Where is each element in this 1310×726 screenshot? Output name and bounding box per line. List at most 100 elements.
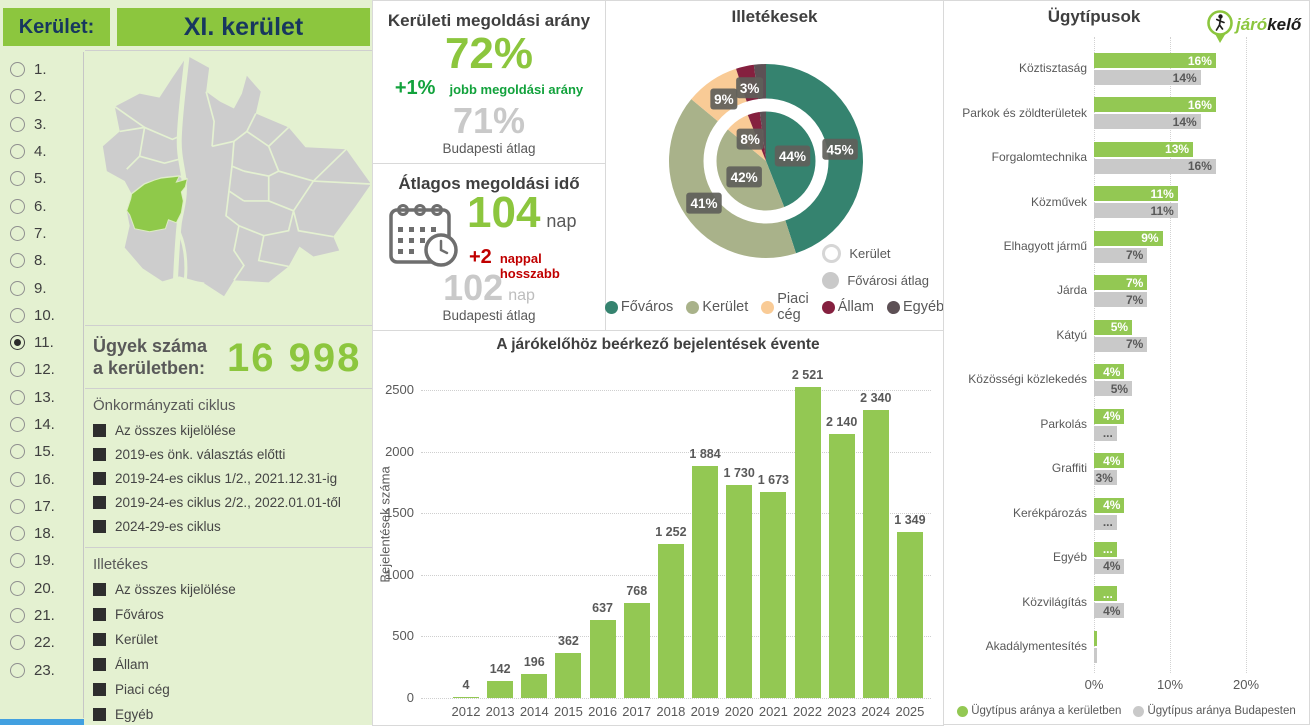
district-xi-shape[interactable] [126,175,188,233]
radio-icon[interactable] [10,171,25,187]
district-radio-3[interactable]: 3. [0,111,83,138]
district-bar-Közművek[interactable]: 11% [1094,186,1178,202]
radio-icon[interactable] [10,444,25,460]
donut-slice-kerulet-Kerület[interactable] [669,99,796,258]
responsible-option-5[interactable]: Egyéb [93,707,366,722]
budapest-bar-Parkolás[interactable]: ... [1094,425,1117,441]
radio-icon[interactable] [10,635,25,651]
year-bar-2016[interactable] [589,619,616,698]
cycle-option-4[interactable]: 2024-29-es ciklus [93,519,366,534]
year-bar-2018[interactable] [657,543,684,698]
responsible-option-3[interactable]: Állam [93,657,366,672]
checkbox-checked-icon[interactable] [93,472,106,485]
district-radio-18[interactable]: 18. [0,520,83,547]
year-bar-2013[interactable] [487,680,514,698]
district-bar-Elhagyott jármű[interactable]: 9% [1094,230,1163,246]
budapest-bar-Kerékpározás[interactable]: ... [1094,514,1117,530]
budapest-bar-Járda[interactable]: 7% [1094,292,1148,308]
budapest-bar-Közösségi közlekedés[interactable]: 5% [1094,381,1133,397]
district-bar-Közösségi közlekedés[interactable]: 4% [1094,364,1125,380]
year-bar-2021[interactable] [760,491,787,698]
district-radio-13[interactable]: 13. [0,384,83,411]
district-bar-Akadálymentesítés[interactable] [1094,630,1097,646]
district-radio-12[interactable]: 12. [0,356,83,383]
district-bar-Parkok és zöldterületek[interactable]: 16% [1094,97,1216,113]
radio-icon[interactable] [10,389,25,405]
year-bar-2012[interactable] [453,697,479,698]
radio-icon[interactable] [10,498,25,514]
budapest-bar-Közvilágítás[interactable]: 4% [1094,603,1125,619]
year-bar-2017[interactable] [623,603,650,698]
responsible-option-0[interactable]: Az összes kijelölése [93,582,366,597]
district-bar-Egyéb[interactable]: ... [1094,541,1117,557]
district-bar-Forgalomtechnika[interactable]: 13% [1094,141,1194,157]
budapest-bar-Közművek[interactable]: 11% [1094,203,1178,219]
district-radio-10[interactable]: 10. [0,302,83,329]
responsible-option-1[interactable]: Főváros [93,607,366,622]
budapest-bar-Egyéb[interactable]: 4% [1094,558,1125,574]
year-bar-2014[interactable] [521,673,548,698]
budapest-bar-Kátyú[interactable]: 7% [1094,336,1148,352]
checkbox-checked-icon[interactable] [93,496,106,509]
district-radio-5[interactable]: 5. [0,165,83,192]
radio-icon[interactable] [10,553,25,569]
year-bar-2022[interactable] [794,387,821,698]
cycle-option-1[interactable]: 2019-es önk. választás előtti [93,447,366,462]
responsible-option-2[interactable]: Kerület [93,632,366,647]
budapest-bar-Elhagyott jármű[interactable]: 7% [1094,247,1148,263]
district-radio-20[interactable]: 20. [0,575,83,602]
district-bar-Parkolás[interactable]: 4% [1094,408,1125,424]
radio-icon[interactable] [10,362,25,378]
checkbox-checked-icon[interactable] [93,633,106,646]
year-bar-2023[interactable] [828,434,855,698]
district-radio-4[interactable]: 4. [0,138,83,165]
radio-icon[interactable] [10,253,25,269]
district-bar-Közvilágítás[interactable]: ... [1094,586,1117,602]
radio-icon[interactable] [10,471,25,487]
district-radio-15[interactable]: 15. [0,438,83,465]
year-bar-2025[interactable] [896,531,923,698]
year-bar-2015[interactable] [555,653,582,698]
radio-icon[interactable] [10,89,25,105]
district-radio-9[interactable]: 9. [0,274,83,301]
district-radio-1[interactable]: 1. [0,56,83,83]
district-radio-16[interactable]: 16. [0,465,83,492]
checkbox-checked-icon[interactable] [93,448,106,461]
responsible-option-4[interactable]: Piaci cég [93,682,366,697]
district-radio-23[interactable]: 23. [0,657,83,684]
checkbox-checked-icon[interactable] [93,683,106,696]
radio-icon[interactable] [10,608,25,624]
district-radio-21[interactable]: 21. [0,602,83,629]
cycle-option-3[interactable]: 2019-24-es ciklus 2/2., 2022.01.01-től [93,495,366,510]
district-bar-Graffiti[interactable]: 4% [1094,453,1125,469]
district-radio-7[interactable]: 7. [0,220,83,247]
budapest-bar-Akadálymentesítés[interactable] [1094,647,1097,663]
radio-icon[interactable] [10,526,25,542]
radio-icon[interactable] [10,662,25,678]
radio-icon[interactable] [10,580,25,596]
district-radio-19[interactable]: 19. [0,547,83,574]
district-bar-Köztisztaság[interactable]: 16% [1094,53,1216,68]
checkbox-checked-icon[interactable] [93,608,106,621]
district-bar-Kerékpározás[interactable]: 4% [1094,497,1125,513]
budapest-map[interactable] [85,51,372,325]
radio-icon[interactable] [10,144,25,160]
radio-icon[interactable] [10,417,25,432]
radio-icon[interactable] [10,198,25,214]
district-radio-6[interactable]: 6. [0,192,83,219]
radio-icon[interactable] [10,280,25,296]
budapest-bar-Graffiti[interactable]: 3% [1094,470,1117,486]
donut-slice-kerulet-Főváros[interactable] [766,64,863,254]
district-list-scrollbar[interactable] [0,719,84,725]
radio-icon[interactable] [10,116,25,132]
budapest-bar-Forgalomtechnika[interactable]: 16% [1094,158,1216,174]
radio-icon[interactable] [10,335,25,351]
radio-icon[interactable] [10,225,25,241]
year-bar-2020[interactable] [726,484,753,698]
checkbox-checked-icon[interactable] [93,583,106,596]
district-radio-11[interactable]: 11. [0,329,83,356]
district-radio-8[interactable]: 8. [0,247,83,274]
year-bar-2024[interactable] [862,409,889,698]
district-radio-22[interactable]: 22. [0,629,83,656]
district-radio-14[interactable]: 14. [0,411,83,438]
